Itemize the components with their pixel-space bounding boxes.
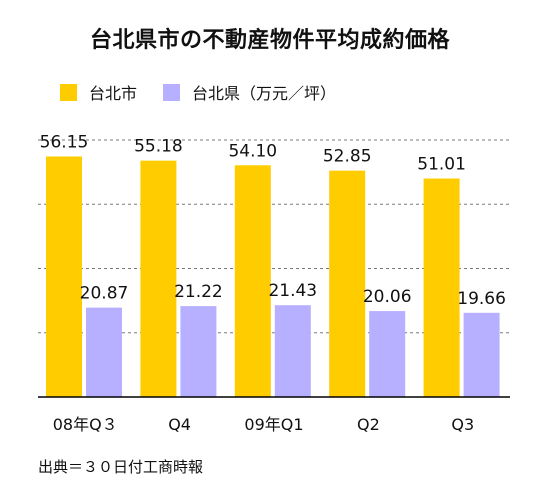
x-tick-label: 08年Q３ — [53, 415, 118, 434]
data-label: 19.66 — [457, 289, 506, 309]
data-label: 20.87 — [80, 284, 129, 304]
data-label: 21.22 — [174, 282, 223, 302]
bar-taipei-city — [234, 165, 271, 397]
legend: 台北市 台北県（万元／坪） — [60, 80, 362, 104]
chart-title: 台北県市の不動産物件平均成約価格 — [89, 28, 450, 53]
bar-taipei-county — [369, 311, 406, 397]
bar-taipei-city — [423, 178, 460, 397]
data-label: 51.01 — [417, 155, 466, 175]
data-label: 55.18 — [134, 137, 183, 157]
legend-item-taipei-county: 台北県（万元／坪） — [163, 80, 336, 104]
x-tick-label: Q3 — [451, 415, 474, 434]
legend-item-taipei-city: 台北市 — [60, 80, 137, 104]
data-label: 52.85 — [323, 147, 372, 167]
bar-taipei-county — [463, 312, 500, 397]
legend-swatch-taipei-city — [60, 83, 77, 101]
x-tick-label: Q4 — [168, 415, 191, 434]
legend-label-taipei-county: 台北県（万元／坪） — [192, 84, 337, 103]
data-label: 54.10 — [228, 141, 277, 161]
data-label: 56.15 — [40, 132, 89, 152]
data-label: 21.43 — [268, 281, 317, 301]
x-tick-label: 09年Q1 — [244, 415, 303, 434]
bar-taipei-city — [329, 170, 366, 397]
bar-taipei-county — [274, 305, 311, 397]
bar-taipei-city — [140, 160, 177, 397]
x-tick-label: Q2 — [357, 415, 380, 434]
bar-taipei-county — [86, 307, 122, 397]
source-note: 出典＝３０日付工商時報 — [38, 458, 204, 476]
legend-label-taipei-city: 台北市 — [89, 84, 138, 103]
bar-taipei-county — [180, 306, 217, 397]
legend-swatch-taipei-county — [163, 83, 181, 101]
bar-taipei-city — [46, 156, 82, 397]
data-label: 20.06 — [363, 287, 412, 307]
